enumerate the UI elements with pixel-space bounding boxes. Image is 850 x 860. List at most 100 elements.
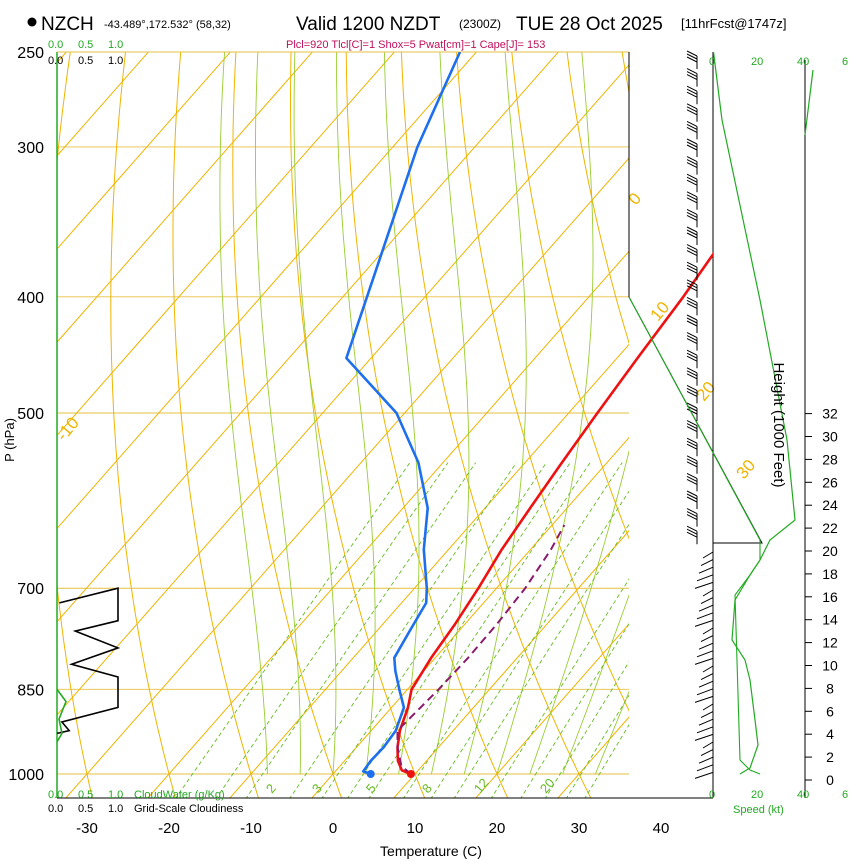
x-tick-label: -10 [240, 820, 262, 837]
top-cloud-scale-1: 0.5 [78, 39, 93, 51]
wind-barb [686, 511, 698, 518]
wind-barb [686, 123, 698, 130]
mixing-ratio-line [289, 462, 517, 798]
wind-barb [686, 332, 698, 339]
valid-date: TUE 28 Oct 2025 [516, 14, 663, 35]
height-tick-label: 18 [822, 566, 838, 582]
isotherm-line [57, 52, 396, 437]
top-cloudiness-scale-0: 0.0 [48, 55, 63, 67]
wind-barb [686, 387, 698, 394]
speed-scale-top-1: 20 [751, 56, 763, 68]
wind-barb [686, 338, 698, 345]
isotherm-line [57, 52, 478, 530]
wind-barb [696, 726, 714, 734]
dry-adiabat-line [400, 52, 592, 798]
wind-barb [686, 250, 698, 257]
mixing-ratio-line [430, 490, 629, 798]
station-dot-icon [27, 17, 37, 27]
height-tick-label: 28 [822, 451, 838, 467]
mixing-ratio-line [175, 462, 411, 798]
pressure-tick-label: 300 [17, 140, 44, 157]
wind-barb [686, 50, 698, 57]
wind-barb [686, 335, 698, 342]
dry-adiabat-line [345, 52, 509, 798]
mixing-ratio-line [566, 694, 629, 798]
speed-scale-bottom-2: 40 [797, 789, 809, 801]
wind-barb [686, 229, 698, 236]
top-scales: 0.0 0.5 1.0 0.0 0.5 1.0 [48, 39, 123, 67]
wind-barb [686, 53, 698, 60]
wind-barb [694, 771, 714, 779]
wind-barb [686, 88, 698, 95]
cloudwater-label: CloudWater (g/Kg) [134, 789, 225, 801]
height-tick-label: 8 [826, 680, 834, 696]
wind-barb [696, 574, 714, 582]
bottom-cloudiness-scale-0: 0.0 [48, 803, 63, 815]
wind-barb [686, 138, 698, 145]
pressure-tick-label: 250 [17, 45, 44, 62]
wind-barb [700, 559, 714, 567]
wind-barb [698, 680, 714, 688]
wind-barb [686, 508, 698, 515]
wind-barb [686, 490, 698, 497]
wind-barb [686, 106, 698, 113]
pressure-tick-label: 500 [17, 406, 44, 423]
forecast-info: [11hrFcst@1747z] [681, 16, 786, 31]
mixing-ratio-label: 5 [363, 781, 379, 796]
x-tick-label: 40 [653, 820, 670, 837]
height-tick-label: 32 [822, 406, 838, 422]
wind-barb [700, 711, 714, 719]
pressure-tick-label: 400 [17, 290, 44, 307]
bottom-cloud-scale-0: 0.0 [48, 789, 63, 801]
wind-barb [694, 657, 714, 665]
wind-barb [686, 109, 698, 116]
wind-barb [694, 581, 714, 589]
wind-barb [686, 475, 698, 482]
wind-speed-profile [712, 51, 796, 775]
wind-barb [696, 764, 714, 772]
surface-dewpoint-point [366, 770, 375, 778]
bottom-scales: 0.0 0.5 1.0 CloudWater (g/Kg) 0.0 0.5 1.… [48, 789, 244, 815]
wind-barb [702, 589, 714, 597]
isotherm-line [639, 31, 850, 800]
wind-barb [686, 355, 698, 362]
station-id: NZCH [41, 14, 94, 35]
speed-scale-top-0: 0 [709, 56, 715, 68]
height-tick-label: 26 [822, 474, 838, 490]
isotherm-line [147, 250, 629, 798]
wind-barb [702, 665, 714, 673]
isotherm-line [311, 436, 629, 798]
isotherm-line [57, 52, 560, 623]
height-tick-label: 22 [822, 520, 838, 536]
wind-barb [686, 437, 698, 444]
station-coords: -43.489°,172.532° (58,32) [104, 19, 231, 31]
wind-barb [686, 176, 698, 183]
y-axis-title: P (hPa) [2, 418, 17, 462]
wind-barb [686, 402, 698, 409]
wind-barb [686, 423, 698, 430]
wind-barb [686, 367, 698, 374]
speed-scale-bottom-1: 20 [751, 789, 763, 801]
wind-barb [686, 472, 698, 479]
x-tick-label: -30 [76, 820, 98, 837]
wind-barb [686, 279, 698, 286]
isotherm-line [557, 716, 629, 798]
bottom-cloudiness-scale-1: 0.5 [78, 803, 93, 815]
dewpoint-profile [345, 52, 462, 776]
wind-barb [686, 455, 698, 462]
wind-barb [686, 103, 698, 110]
wind-barb [686, 173, 698, 180]
wind-barb [686, 317, 698, 324]
wind-barb [686, 496, 698, 503]
wind-barb [700, 673, 714, 681]
wind-barb [686, 156, 698, 163]
isotherm-line [393, 530, 629, 798]
dry-adiabat-line [172, 52, 259, 798]
wind-barb [700, 597, 714, 605]
wind-barb [702, 551, 714, 559]
x-axis-title: Temperature (C) [380, 843, 482, 859]
wind-barb [686, 408, 698, 415]
mixing-ratio-line [520, 623, 629, 798]
wind-barb [686, 531, 698, 538]
